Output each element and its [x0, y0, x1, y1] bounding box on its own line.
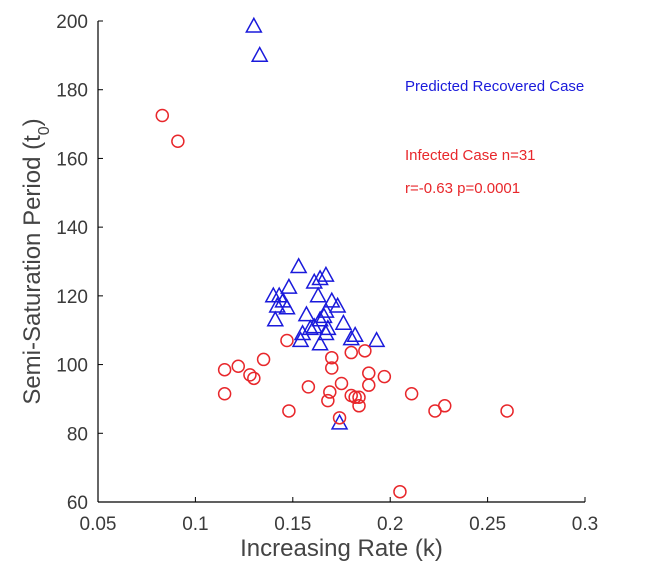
correlation-stats-label: r=-0.63 p=0.0001 [405, 180, 520, 197]
recovered-triangle-marker [319, 319, 337, 336]
infected-circle-marker [362, 378, 376, 392]
recovered-triangle-marker [297, 305, 316, 322]
infected-circle-marker [352, 390, 366, 404]
legend-recovered-label: Predicted Recovered Case [405, 78, 584, 95]
recovered-triangle-marker [250, 45, 269, 62]
infected-circle-marker [243, 368, 257, 382]
y-axis-title-subscript: 0 [36, 126, 53, 135]
infected-circle-marker [352, 399, 366, 413]
y-tick-label: 60 [67, 493, 88, 514]
recovered-triangle-marker [289, 257, 308, 274]
infected-circle-marker [393, 484, 407, 499]
recovered-triangle-marker [322, 291, 341, 308]
infected-circle-marker [247, 371, 261, 386]
recovered-triangle-marker [305, 317, 323, 334]
axes: 0.05 0.1 0.15 0.2 0.25 0.3 60 80 100 120 140 160 180… [56, 12, 598, 535]
recovered-triangle-marker [311, 334, 329, 351]
infected-circle-marker [217, 387, 232, 401]
recovered-triangle-marker [317, 324, 335, 341]
infected-circle-marker [428, 404, 442, 418]
recovered-triangle-marker [315, 307, 333, 324]
recovered-triangle-marker [293, 324, 312, 341]
recovered-triangle-marker [280, 277, 298, 294]
infected-circle-marker [334, 376, 349, 391]
recovered-triangle-marker [268, 296, 286, 313]
recovered-triangle-marker [317, 265, 335, 282]
y-tick-label: 140 [56, 218, 88, 239]
recovered-triangle-marker [291, 331, 310, 348]
infected-circle-marker [301, 380, 316, 394]
recovered-triangle-marker [328, 296, 347, 313]
legend-infected-label: Infected Case n=31 [405, 147, 536, 164]
y-axis-title-main: Semi-Saturation Period (t [19, 135, 46, 405]
x-tick-label: 0.2 [377, 514, 403, 535]
y-tick-label: 160 [56, 149, 88, 170]
recovered-triangle-marker [278, 298, 296, 315]
x-tick-label: 0.3 [572, 514, 598, 535]
x-tick-label: 0.15 [274, 514, 311, 535]
y-tick-label: 100 [56, 356, 88, 377]
infected-circle-marker [325, 350, 339, 365]
infected-circle-marker [358, 344, 372, 358]
recovered-triangle-marker [317, 301, 335, 318]
recovered-triangle-marker [334, 313, 353, 330]
y-tick-label: 80 [67, 424, 88, 445]
infected-circle-marker [377, 369, 392, 384]
x-tick-label: 0.05 [80, 514, 117, 535]
recovered-triangle-marker [266, 310, 285, 327]
x-tick-label: 0.25 [469, 514, 506, 535]
infected-circle-marker [282, 404, 296, 418]
y-tick-label: 200 [56, 12, 88, 33]
recovered-triangle-marker [305, 272, 323, 289]
x-axis-title: Increasing Rate (k) [240, 535, 443, 562]
infected-circle-marker [344, 345, 358, 360]
recovered-triangle-marker [301, 319, 320, 336]
infected-circle-marker [325, 361, 339, 375]
infected-circle-marker [217, 362, 232, 377]
recovered-triangle-marker [245, 16, 263, 33]
infected-circle-marker [171, 134, 185, 148]
y-tick-label: 120 [56, 287, 88, 308]
y-axis-title-close: ) [19, 118, 46, 126]
recovered-triangle-marker [346, 326, 364, 342]
recovered-triangle-marker [342, 329, 361, 346]
infected-circle-marker [332, 411, 347, 425]
recovered-triangle-marker [311, 310, 329, 327]
infected-circle-marker [256, 352, 271, 367]
infected-circle-marker [500, 404, 514, 418]
infected-circle-marker [323, 385, 337, 399]
y-axis-title: Semi-Saturation Period (t0) [19, 118, 53, 404]
x-tick-label: 0.1 [182, 514, 208, 535]
data-points [155, 16, 514, 499]
infected-circle-marker [362, 366, 376, 380]
recovered-triangle-marker [367, 331, 386, 348]
y-tick-label: 180 [56, 81, 88, 102]
infected-circle-marker [321, 393, 335, 408]
infected-circle-marker [280, 333, 294, 348]
recovered-triangle-marker [309, 286, 327, 303]
infected-circle-marker [348, 390, 362, 404]
infected-circle-marker [155, 108, 170, 123]
infected-circle-marker [231, 359, 246, 374]
infected-circle-marker [404, 387, 419, 401]
